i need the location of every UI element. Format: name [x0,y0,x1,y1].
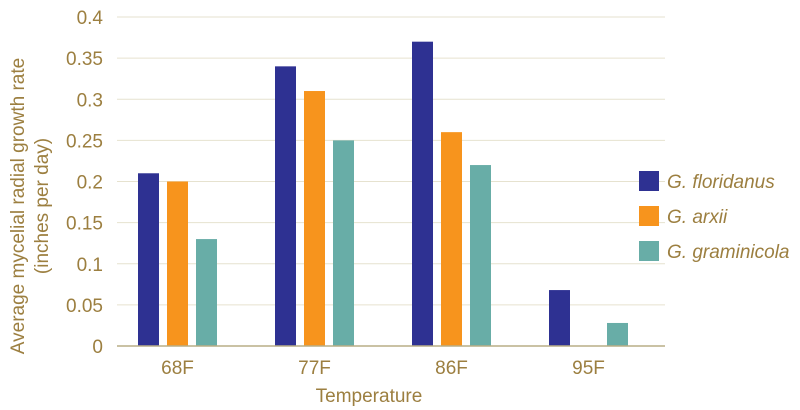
x-tick-label: 86F [435,358,468,379]
y-axis-title: Average mycelial radial growth rate (inc… [8,58,53,354]
x-tick-label: 95F [572,358,605,379]
bar-garxii-86f [441,132,462,346]
legend-label: G. graminicola [667,242,790,263]
y-tick-label: 0 [92,337,103,358]
x-tick-label: 68F [161,358,194,379]
bar-ggraminicola-77f [333,140,354,346]
legend-swatch [639,241,659,261]
legend-swatch [639,171,659,191]
legend: G. floridanus G. arxii G. graminicola [639,171,790,263]
bar-garxii-68f [167,181,188,346]
bar-garxii-77f [304,91,325,347]
x-tick-label: 77F [298,358,331,379]
y-tick-label: 0.35 [66,49,103,70]
x-axis-ticks: 68F 77F 86F 95F [161,358,605,379]
y-tick-label: 0.15 [66,214,103,235]
bar-gfloridanus-77f [275,66,296,346]
bar-gfloridanus-95f [549,290,570,346]
y-tick-label: 0.3 [77,90,103,111]
bar-gfloridanus-68f [138,173,159,346]
legend-label: G. floridanus [667,172,775,193]
bar-ggraminicola-86f [470,165,491,346]
y-tick-label: 0.2 [77,173,103,194]
y-tick-label: 0.4 [77,8,104,29]
y-axis-title-line2: (inches per day) [32,138,53,274]
y-tick-label: 0.25 [66,131,103,152]
y-tick-label: 0.05 [66,296,103,317]
bars [138,41,628,347]
y-axis-ticks: 0 0.05 0.1 0.15 0.2 0.25 0.3 0.35 0.4 [66,8,103,358]
x-axis-title: Temperature [316,386,423,407]
bar-gfloridanus-86f [412,41,433,347]
legend-label: G. arxii [667,207,728,228]
bar-ggraminicola-95f [607,322,628,346]
y-axis-title-line1: Average mycelial radial growth rate [8,58,29,354]
legend-swatch [639,206,659,226]
y-tick-label: 0.1 [77,255,103,276]
bar-ggraminicola-68f [196,239,217,346]
